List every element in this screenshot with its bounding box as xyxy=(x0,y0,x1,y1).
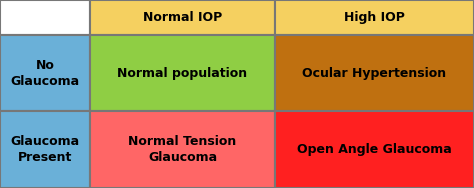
Bar xyxy=(0,35,90,111)
Bar xyxy=(90,111,275,188)
Bar xyxy=(90,35,275,111)
Bar xyxy=(0,111,90,188)
Bar xyxy=(0,0,90,35)
Text: Glaucoma
Present: Glaucoma Present xyxy=(10,135,80,164)
Text: Normal population: Normal population xyxy=(118,67,247,80)
Bar xyxy=(275,0,474,35)
Text: High IOP: High IOP xyxy=(344,11,405,24)
Text: Normal Tension
Glaucoma: Normal Tension Glaucoma xyxy=(128,135,237,164)
Text: No
Glaucoma: No Glaucoma xyxy=(10,59,80,88)
Text: Ocular Hypertension: Ocular Hypertension xyxy=(302,67,447,80)
Bar xyxy=(275,111,474,188)
Bar xyxy=(90,0,275,35)
Text: Normal IOP: Normal IOP xyxy=(143,11,222,24)
Bar xyxy=(275,35,474,111)
Text: Open Angle Glaucoma: Open Angle Glaucoma xyxy=(297,143,452,156)
